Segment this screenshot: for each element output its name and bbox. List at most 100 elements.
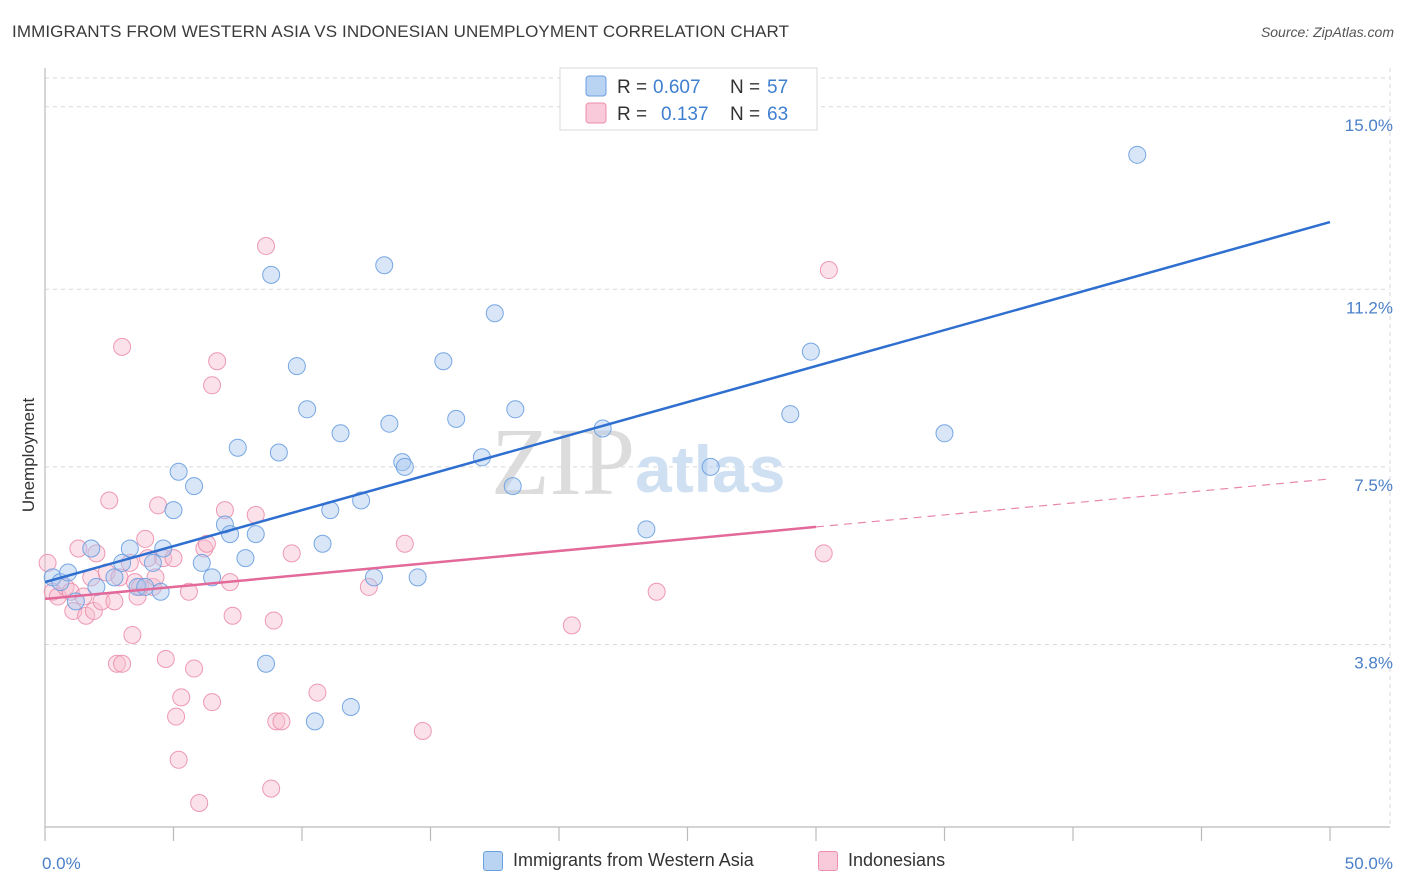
western-asia-point-17 [192, 553, 211, 572]
western-asia-point-15 [169, 462, 188, 481]
indonesians-trend-line-extension [815, 478, 1331, 528]
western-asia-point-38 [393, 453, 412, 472]
legend-n-value-1: 57 [767, 77, 788, 98]
western-asia-point-23 [246, 525, 265, 544]
indonesians-point-58 [562, 616, 581, 635]
legend-label-western-asia: Immigrants from Western Asia [513, 850, 754, 870]
legend-item-indonesians: Indonesians [818, 850, 945, 871]
indonesians-trend-line [44, 525, 817, 601]
grid [45, 68, 1391, 827]
series-western-asia-points [43, 145, 1147, 731]
western-asia-point-8 [120, 539, 139, 558]
watermark: ZIP atlas [491, 408, 785, 515]
indonesians-point-10 [84, 601, 103, 620]
legend-box: R = 0.607 N = 57 R = 0.137 N = 63 [559, 67, 818, 131]
source-label: Source: ZipAtlas.com [1260, 24, 1394, 40]
watermark-atlas: atlas [635, 432, 785, 506]
chart-title: IMMIGRANTS FROM WESTERN ASIA VS INDONESI… [12, 22, 790, 41]
western-asia-point-6 [105, 568, 124, 587]
legend-swatch-blue [585, 75, 607, 97]
trend-lines [44, 220, 1331, 601]
tick-labels: 3.8% 7.5% 11.2% 15.0% 0.0% 50.0% [42, 116, 1393, 873]
western-asia-point-48 [637, 520, 656, 539]
indonesians-point-18 [113, 654, 132, 673]
western-asia-point-50 [781, 405, 800, 424]
indonesians-point-44 [215, 501, 234, 520]
indonesians-point-46 [223, 606, 242, 625]
western-asia-point-5 [87, 577, 106, 596]
indonesians-point-42 [203, 376, 222, 395]
legend-label-indonesians: Indonesians [848, 850, 946, 870]
indonesians-point-51 [267, 712, 286, 731]
western-asia-point-28 [298, 400, 317, 419]
y-tick-label-3: 15.0% [1345, 116, 1393, 135]
legend-n-value-2: 63 [767, 104, 788, 125]
indonesians-point-29 [149, 496, 168, 515]
indonesians-point-57 [413, 721, 432, 740]
western-asia-point-37 [380, 414, 399, 433]
indonesians-point-0 [38, 553, 57, 572]
legend-n-label-1: N = [730, 77, 760, 98]
indonesians-point-34 [169, 750, 188, 769]
western-asia-point-32 [331, 424, 350, 443]
indonesians-point-54 [308, 683, 327, 702]
indonesians-point-16 [107, 654, 126, 673]
western-asia-point-14 [164, 501, 183, 520]
western-asia-point-44 [485, 304, 504, 323]
western-asia-point-21 [228, 438, 247, 457]
indonesians-point-21 [123, 625, 142, 644]
western-asia-point-36 [375, 256, 394, 275]
indonesians-point-6 [69, 539, 88, 558]
western-asia-point-29 [305, 712, 324, 731]
indonesians-point-19 [113, 337, 132, 356]
legend-swatch-western-asia [483, 850, 503, 871]
legend-swatch-indonesians [818, 850, 838, 871]
y-axis-title: Unemployment [19, 398, 38, 513]
indonesians-point-53 [282, 544, 301, 563]
indonesians-point-31 [156, 649, 175, 668]
indonesians-point-14 [100, 491, 119, 510]
indonesians-point-60 [814, 544, 833, 563]
western-asia-point-53 [1128, 145, 1147, 164]
x-tick-label-1: 50.0% [1345, 854, 1393, 873]
x-tick-label-0: 0.0% [42, 854, 81, 873]
legend-r-value-1: 0.607 [653, 77, 701, 98]
western-asia-point-40 [408, 568, 427, 587]
indonesians-point-38 [190, 793, 209, 812]
western-asia-point-25 [262, 265, 281, 284]
indonesians-point-59 [647, 582, 666, 601]
western-asia-point-41 [434, 352, 453, 371]
western-asia-point-49 [701, 457, 720, 476]
indonesians-point-15 [105, 592, 124, 611]
western-asia-point-45 [503, 477, 522, 496]
western-asia-point-46 [506, 400, 525, 419]
legend-r-label-1: R = [617, 77, 647, 98]
western-asia-trend-line [44, 220, 1331, 584]
y-tick-label-2: 11.2% [1346, 298, 1393, 317]
western-asia-point-18 [203, 568, 222, 587]
western-asia-point-16 [185, 477, 204, 496]
legend-item-western-asia: Immigrants from Western Asia [483, 850, 754, 871]
indonesians-point-33 [167, 707, 186, 726]
western-asia-point-42 [447, 409, 466, 428]
indonesians-point-25 [136, 529, 155, 548]
western-asia-point-34 [352, 491, 371, 510]
indonesians-point-61 [819, 261, 838, 280]
western-asia-point-4 [82, 539, 101, 558]
indonesians-point-37 [185, 659, 204, 678]
y-tick-label-0: 3.8% [1354, 654, 1393, 673]
legend-r-value-2: 0.137 [661, 104, 709, 125]
bottom-legend: Immigrants from Western Asia Indonesians [0, 850, 1406, 880]
indonesians-point-48 [257, 237, 276, 256]
western-asia-point-22 [236, 549, 255, 568]
western-asia-point-33 [341, 697, 360, 716]
legend-n-label-2: N = [730, 104, 760, 125]
axes [44, 68, 1390, 841]
indonesians-point-40 [197, 534, 216, 553]
western-asia-point-39 [395, 457, 414, 476]
western-asia-point-30 [313, 534, 332, 553]
western-asia-point-52 [935, 424, 954, 443]
indonesians-point-36 [179, 582, 198, 601]
western-asia-point-11 [143, 553, 162, 572]
indonesians-point-35 [172, 688, 191, 707]
